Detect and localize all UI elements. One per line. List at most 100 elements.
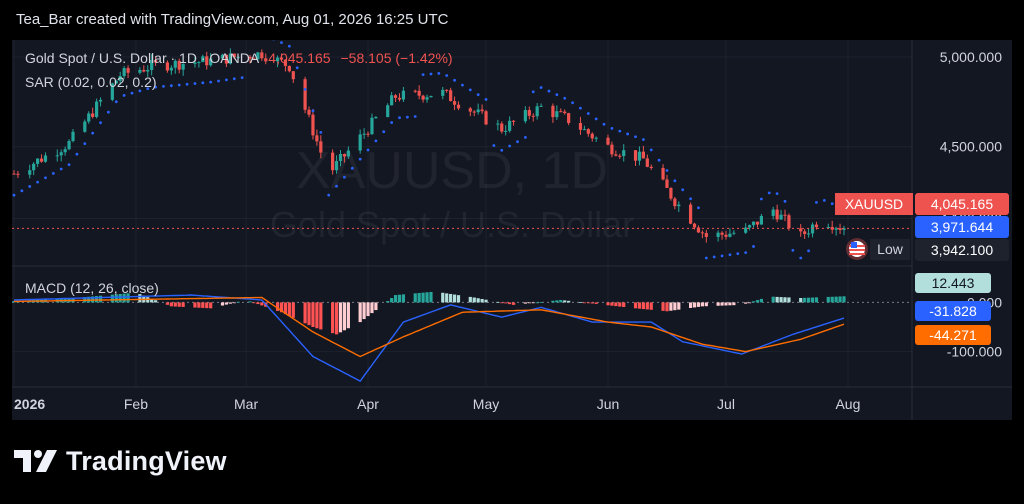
sar-dot	[405, 115, 409, 119]
macd-hist-bar	[787, 297, 791, 303]
candles-layer	[12, 48, 846, 243]
sar-dot	[657, 158, 661, 162]
sar-dot	[374, 139, 378, 143]
sar-dot	[539, 86, 543, 89]
candle	[248, 54, 252, 64]
macd-hist-bar	[799, 297, 803, 303]
sar-dot	[12, 193, 16, 197]
macd-hist-bar	[165, 302, 170, 305]
sar-dot	[201, 81, 205, 85]
candle	[393, 94, 398, 102]
macd-hist-bar	[504, 302, 508, 304]
low-value-text: 3,942.100	[931, 242, 993, 258]
macd-hist-bar	[586, 302, 590, 304]
sar-dot	[67, 163, 71, 167]
legend-symbol[interactable]: Gold Spot / U.S. Dollar · 1D · OANDA 4,0…	[25, 50, 453, 66]
macd-hist-bar	[688, 302, 693, 308]
macd-hist-bar	[311, 302, 315, 327]
sar-dot	[429, 72, 433, 76]
candle	[582, 125, 586, 131]
macd-hist-bar	[830, 296, 834, 303]
macd-tick-label: -100.000	[947, 344, 1002, 360]
sar-dot	[217, 79, 220, 83]
candle	[468, 106, 472, 117]
candle	[366, 131, 370, 138]
sar-dot	[641, 138, 645, 141]
candle	[220, 53, 225, 59]
footer	[0, 420, 1024, 504]
macd-hist-bar	[338, 302, 343, 333]
candle	[95, 98, 99, 119]
macd-hist-bar	[508, 302, 512, 305]
macd-hist-bar	[480, 298, 484, 303]
sar-dot	[44, 176, 47, 180]
sar-dot	[500, 148, 504, 152]
candle	[633, 150, 638, 166]
sar-dot	[382, 130, 386, 134]
candle	[669, 187, 673, 201]
macd-hist-bar	[98, 295, 103, 303]
candle	[110, 82, 114, 102]
candle	[319, 135, 323, 159]
price-chart-svg[interactable]: XAUUSD, 1D Gold Spot / U.S. Dollar Gold …	[12, 32, 1012, 420]
chart-area[interactable]: XAUUSD, 1D Gold Spot / U.S. Dollar Gold …	[12, 32, 1012, 420]
macd-hist-bar	[606, 302, 610, 306]
candle	[236, 56, 240, 60]
watermark-name: Gold Spot / U.S. Dollar	[270, 204, 634, 245]
macd-hist-bar	[665, 302, 669, 312]
macd-hist-bar	[150, 298, 154, 303]
signal-value-badge: -44.271	[915, 325, 991, 345]
sar-dot	[767, 191, 771, 195]
candle	[370, 113, 374, 136]
macd-hist-bar	[275, 302, 280, 311]
sar-dot	[744, 251, 748, 255]
sar-dot	[775, 192, 779, 196]
sar-dot	[280, 41, 283, 45]
sar-dot	[390, 121, 394, 124]
candle	[358, 129, 362, 154]
sar-dot	[358, 157, 362, 161]
candle	[177, 58, 181, 74]
candle	[551, 103, 555, 123]
candle	[334, 155, 339, 174]
macd-hist-bar	[563, 300, 567, 303]
sar-dot	[28, 185, 32, 188]
sar-dot	[555, 93, 559, 97]
legend-sar[interactable]: SAR (0.02, 0.02, 0.2)	[25, 74, 157, 90]
candle	[165, 60, 170, 73]
candle	[283, 59, 288, 72]
candle	[484, 109, 488, 126]
sar-dot	[736, 252, 740, 256]
signal-line	[14, 296, 845, 358]
sar-dot	[830, 202, 834, 206]
macd-histogram	[12, 291, 846, 335]
export-header-text: Tea_Bar created with TradingView.com, Au…	[16, 11, 449, 28]
macd-hist-bar	[122, 293, 126, 303]
macd-hist-bar	[649, 302, 653, 310]
sar-dot	[138, 89, 142, 93]
macd-hist-bar	[696, 302, 701, 307]
candle	[181, 63, 185, 76]
time-tick-label: Jul	[717, 396, 735, 412]
symbol-tag-text: XAUUSD	[845, 196, 903, 212]
candle	[610, 141, 614, 158]
candle	[704, 229, 708, 243]
candle	[260, 49, 264, 61]
sar-dot	[704, 256, 708, 260]
legend-macd[interactable]: MACD (12, 26, close)	[25, 280, 159, 296]
macd-hist-badge: 12.443	[915, 273, 991, 293]
macd-hist-bar	[449, 293, 453, 303]
macd-hist-bar	[484, 299, 488, 303]
sar-dot	[563, 96, 567, 100]
candle	[146, 65, 150, 77]
sar-dot	[720, 254, 724, 258]
macd-hist-bar	[445, 293, 449, 303]
sar-dot	[531, 90, 535, 94]
sar-dot	[571, 101, 574, 105]
candle	[114, 80, 118, 84]
sar-dot	[547, 89, 551, 93]
macd-hist-bar	[362, 302, 366, 320]
macd-hist-bar	[838, 296, 842, 303]
sar-dot	[626, 132, 630, 136]
time-tick-label: Aug	[835, 396, 860, 412]
